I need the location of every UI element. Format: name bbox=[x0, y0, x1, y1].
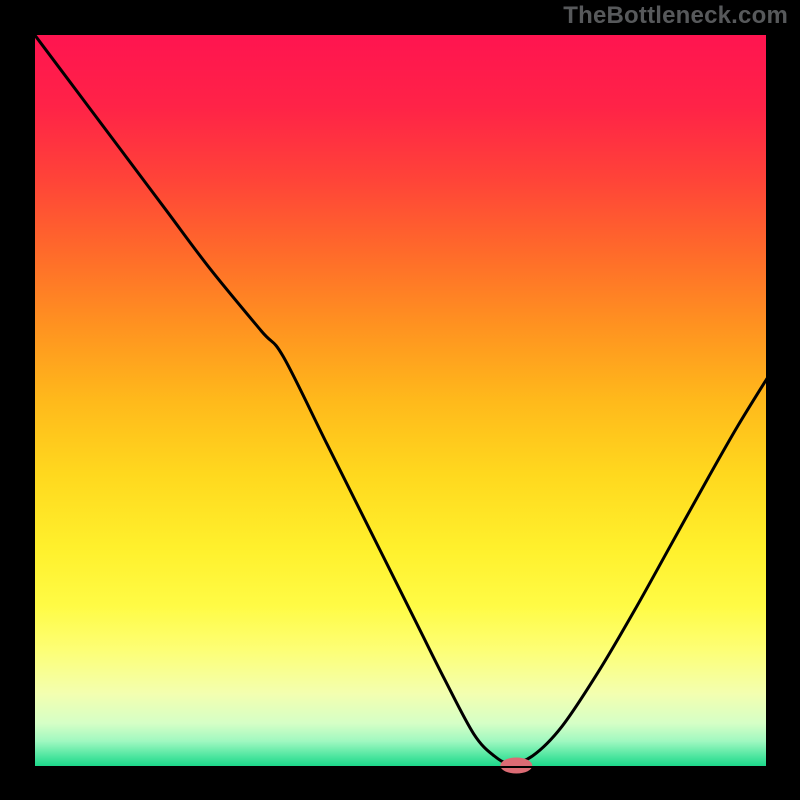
plot-background bbox=[34, 34, 767, 767]
chart-container: TheBottleneck.com bbox=[0, 0, 800, 800]
bottleneck-marker bbox=[500, 758, 532, 774]
watermark-text: TheBottleneck.com bbox=[563, 2, 788, 30]
bottleneck-chart bbox=[0, 0, 800, 800]
